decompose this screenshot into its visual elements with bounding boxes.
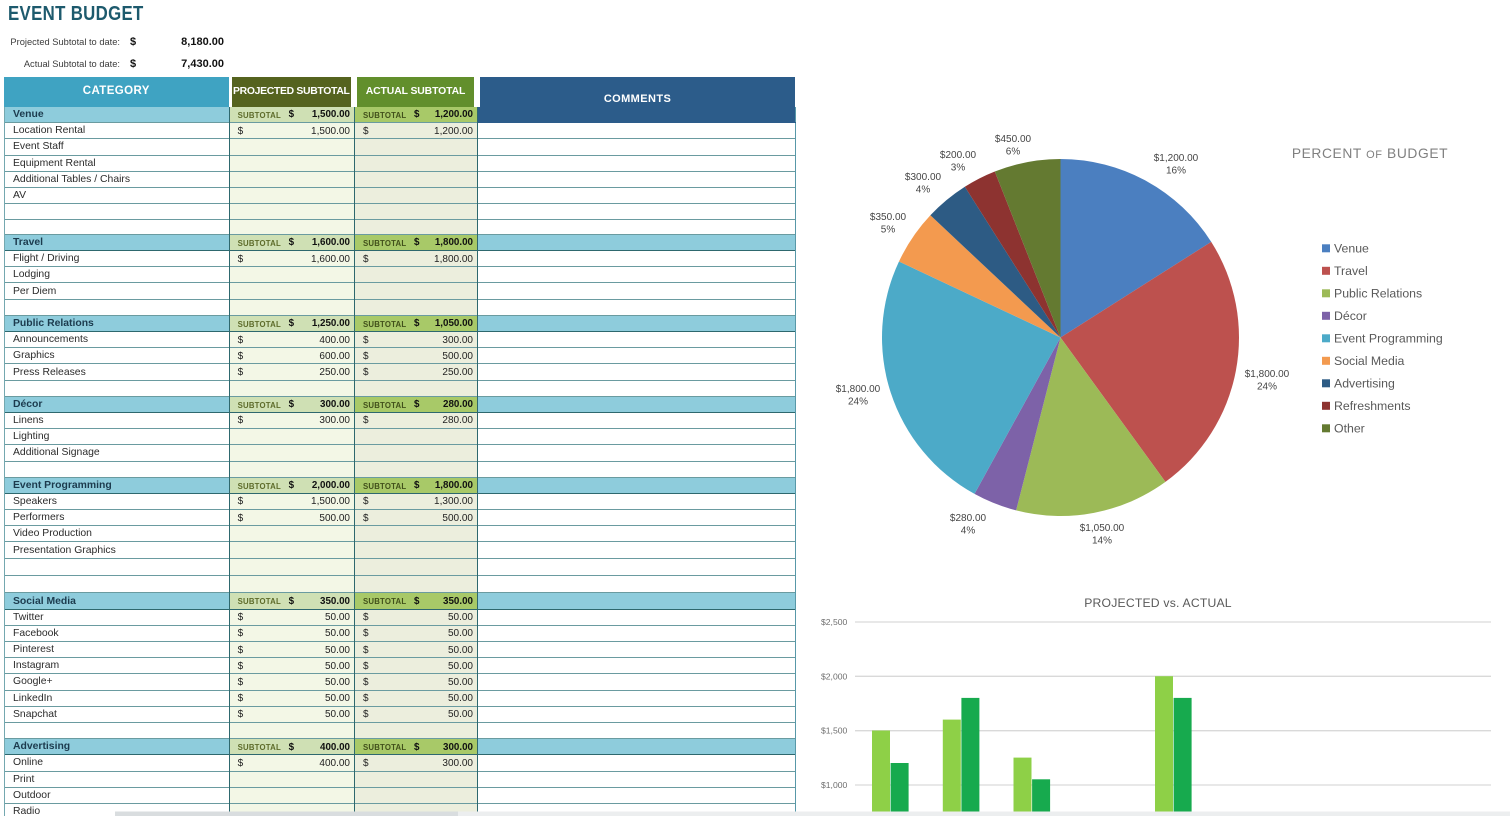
- svg-text:3%: 3%: [951, 163, 966, 174]
- svg-text:$300.00: $300.00: [905, 172, 942, 183]
- svg-text:4%: 4%: [916, 185, 931, 196]
- svg-text:Décor: Décor: [1334, 309, 1367, 323]
- svg-text:$2,000: $2,000: [821, 671, 848, 681]
- svg-text:$1,500: $1,500: [821, 726, 848, 736]
- svg-text:$1,000: $1,000: [821, 780, 848, 790]
- svg-text:$2,500: $2,500: [821, 617, 848, 627]
- svg-text:$200.00: $200.00: [940, 150, 977, 161]
- svg-text:24%: 24%: [848, 397, 868, 408]
- svg-text:$1,800.00: $1,800.00: [836, 384, 881, 395]
- svg-text:6%: 6%: [1006, 147, 1021, 158]
- svg-text:14%: 14%: [1092, 536, 1112, 547]
- svg-text:$450.00: $450.00: [995, 134, 1032, 145]
- svg-text:5%: 5%: [881, 225, 896, 236]
- svg-text:$280.00: $280.00: [950, 513, 987, 524]
- svg-text:$1,050.00: $1,050.00: [1080, 523, 1125, 534]
- svg-text:Advertising: Advertising: [1334, 377, 1395, 391]
- svg-text:4%: 4%: [961, 526, 976, 537]
- svg-text:PERCENT OF BUDGET: PERCENT OF BUDGET: [1292, 146, 1448, 161]
- svg-text:Travel: Travel: [1334, 264, 1368, 278]
- svg-text:$1,200.00: $1,200.00: [1154, 153, 1199, 164]
- svg-text:Social Media: Social Media: [1334, 354, 1405, 368]
- svg-text:Public Relations: Public Relations: [1334, 287, 1422, 301]
- svg-text:$350.00: $350.00: [870, 212, 907, 223]
- svg-text:PROJECTED vs. ACTUAL: PROJECTED vs. ACTUAL: [1084, 596, 1232, 610]
- svg-text:24%: 24%: [1257, 382, 1277, 393]
- svg-text:Event Programming: Event Programming: [1334, 332, 1443, 346]
- svg-text:$1,800.00: $1,800.00: [1245, 369, 1290, 380]
- svg-text:Refreshments: Refreshments: [1334, 399, 1411, 413]
- svg-text:Venue: Venue: [1334, 242, 1369, 256]
- svg-text:Other: Other: [1334, 422, 1365, 436]
- svg-text:16%: 16%: [1166, 166, 1186, 177]
